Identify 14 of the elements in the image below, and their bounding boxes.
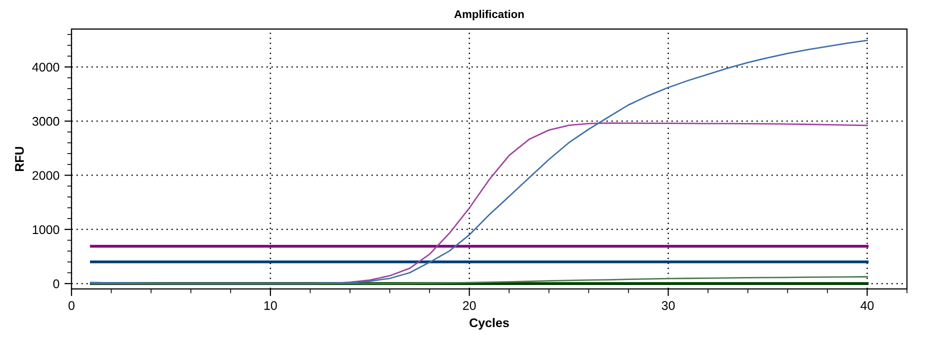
y-axis-title: RFU: [15, 146, 24, 172]
x-tick-label: 30: [662, 301, 675, 310]
y-tick-label: 3000: [32, 116, 60, 126]
y-tick-label: 1000: [32, 225, 60, 234]
x-axis-title: Cycles: [470, 318, 509, 330]
x-tick-label: 0: [68, 301, 74, 310]
y-tick-label: 0: [53, 279, 60, 288]
x-tick-label: 20: [463, 301, 476, 310]
line-series: [90, 40, 868, 284]
x-tick-label: 40: [860, 301, 874, 310]
y-tick-label: 4000: [32, 62, 60, 72]
x-tick-label: 10: [264, 301, 277, 310]
chart-title: Amplification: [454, 10, 524, 20]
y-tick-label: 2000: [32, 171, 60, 180]
